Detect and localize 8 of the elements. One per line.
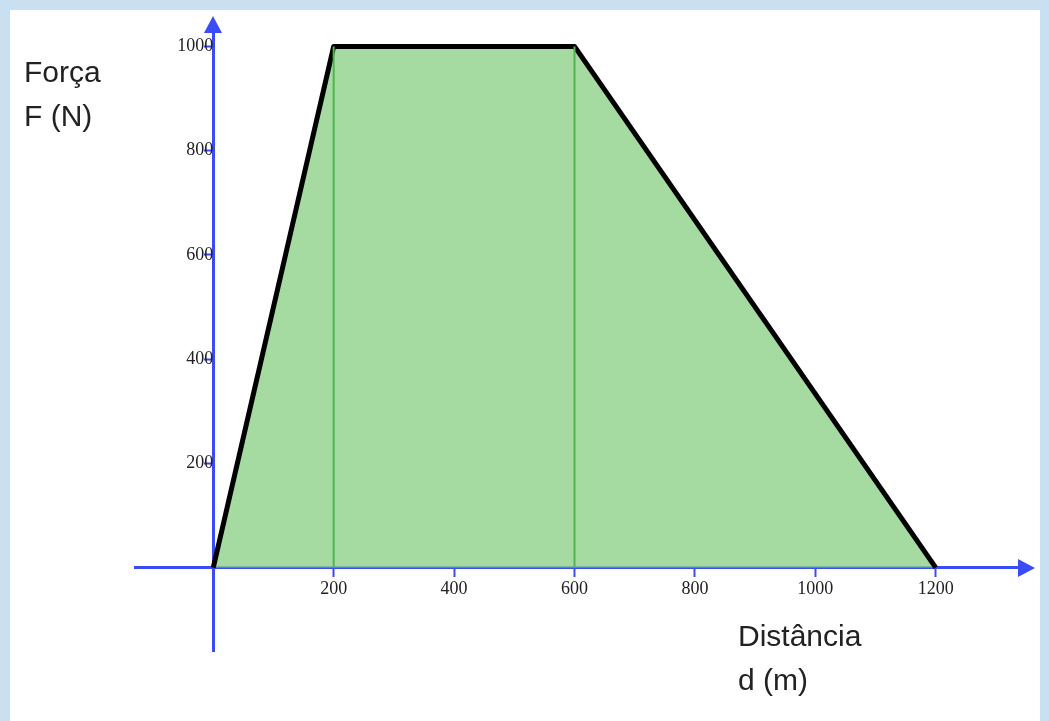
x-tick-label: 200 bbox=[320, 578, 348, 599]
x-tick-label: 800 bbox=[681, 578, 709, 599]
x-tick-label: 1200 bbox=[917, 578, 954, 599]
x-tick-label: 400 bbox=[440, 578, 468, 599]
x-tick-label: 1000 bbox=[797, 578, 834, 599]
y-axis-title: Força F (N) bbox=[24, 54, 101, 134]
x-axis-title: Distância d (m) bbox=[738, 618, 862, 698]
x-tick-label: 600 bbox=[560, 578, 588, 599]
